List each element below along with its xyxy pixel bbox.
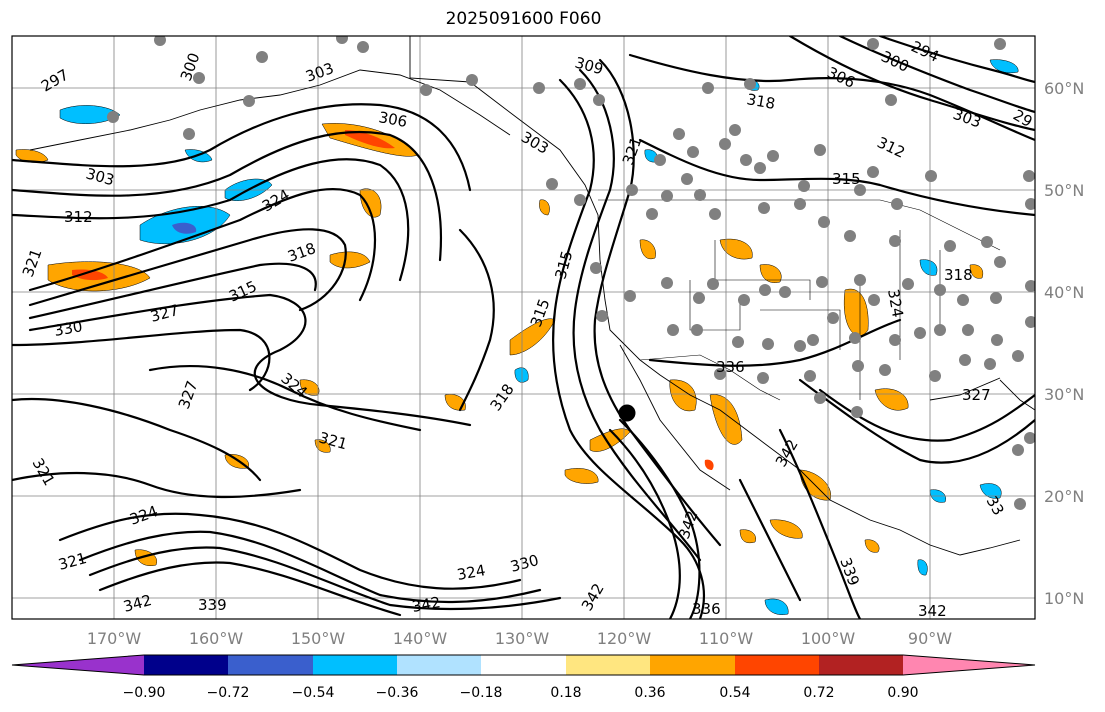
lon-label: 90°W xyxy=(908,629,952,648)
lon-label: 160°W xyxy=(189,629,244,648)
contour-label: 315 xyxy=(832,170,861,188)
colorbar-labels: −0.90 −0.72 −0.54 −0.36 −0.18 0.18 0.36 … xyxy=(123,685,919,701)
contour-label: 327 xyxy=(962,386,991,404)
colorbar xyxy=(11,654,1036,676)
contour-label: 342 xyxy=(411,593,442,616)
contour-labels: 297 300 303 303 306 309 312 321 327 330 … xyxy=(19,37,1035,620)
contour-label: 318 xyxy=(944,266,973,284)
lat-label: 50°N xyxy=(1044,181,1084,200)
colorbar-segment xyxy=(481,655,566,675)
location-marker xyxy=(618,404,636,422)
colorbar-tick-label: −0.54 xyxy=(292,685,335,701)
colorbar-tick-label: 0.54 xyxy=(719,685,750,701)
contour-label: 312 xyxy=(64,208,93,226)
colorbar-tick-label: 0.90 xyxy=(887,685,918,701)
contour-label: 336 xyxy=(716,358,745,376)
colorbar-extend-low xyxy=(12,655,144,675)
colorbar-segment xyxy=(819,655,903,675)
colorbar-tick-label: −0.18 xyxy=(460,685,503,701)
colorbar-tick-label: 0.36 xyxy=(634,685,665,701)
colorbar-tick-label: −0.72 xyxy=(207,685,250,701)
map-border xyxy=(11,35,1036,620)
lon-label: 100°W xyxy=(801,629,856,648)
lon-label: 110°W xyxy=(699,629,754,648)
lat-label: 30°N xyxy=(1044,385,1084,404)
latitude-labels: 60°N 50°N 40°N 30°N 20°N 10°N xyxy=(1044,79,1084,608)
colorbar-segment xyxy=(144,655,228,675)
station-dots xyxy=(107,36,1035,510)
shading-strong-negative xyxy=(172,222,197,234)
shading-strong-positive xyxy=(72,130,714,470)
colorbar-segment xyxy=(735,655,819,675)
political-borders xyxy=(598,199,1001,401)
contour-label: 306 xyxy=(377,108,408,131)
colorbar-segment xyxy=(650,655,735,675)
contour-label: 339 xyxy=(198,596,227,614)
lon-label: 140°W xyxy=(393,629,448,648)
contour-label: 324 xyxy=(884,288,907,319)
coastlines xyxy=(29,36,1035,556)
colorbar-segment xyxy=(228,655,313,675)
colorbar-outline xyxy=(11,654,1036,676)
colorbar-tick-label: 0.18 xyxy=(550,685,581,701)
colorbar-segment xyxy=(566,655,650,675)
colorbar-segment xyxy=(397,655,481,675)
colorbar-tick-label: 0.72 xyxy=(803,685,834,701)
map-title: 2025091600 F060 xyxy=(445,9,602,29)
contour-label: 336 xyxy=(692,600,721,618)
lat-label: 20°N xyxy=(1044,487,1084,506)
lat-label: 60°N xyxy=(1044,79,1084,98)
colorbar-tick-label: −0.90 xyxy=(123,685,166,701)
colorbar-extend-high xyxy=(903,655,1035,675)
contour-label: 342 xyxy=(918,602,947,620)
lat-label: 40°N xyxy=(1044,283,1084,302)
lon-label: 120°W xyxy=(597,629,652,648)
longitude-labels: 170°W 160°W 150°W 140°W 130°W 120°W 110°… xyxy=(87,629,952,648)
lon-label: 170°W xyxy=(87,629,142,648)
colorbar-tick-label: −0.36 xyxy=(376,685,419,701)
colorbar-segment xyxy=(313,655,397,675)
contour-label: 330 xyxy=(53,317,84,340)
contour-label: 318 xyxy=(745,90,776,113)
lon-label: 150°W xyxy=(291,629,346,648)
contour-lines xyxy=(12,36,1035,619)
contour-label: 324 xyxy=(456,561,487,584)
lon-label: 130°W xyxy=(495,629,550,648)
lat-label: 10°N xyxy=(1044,589,1084,608)
